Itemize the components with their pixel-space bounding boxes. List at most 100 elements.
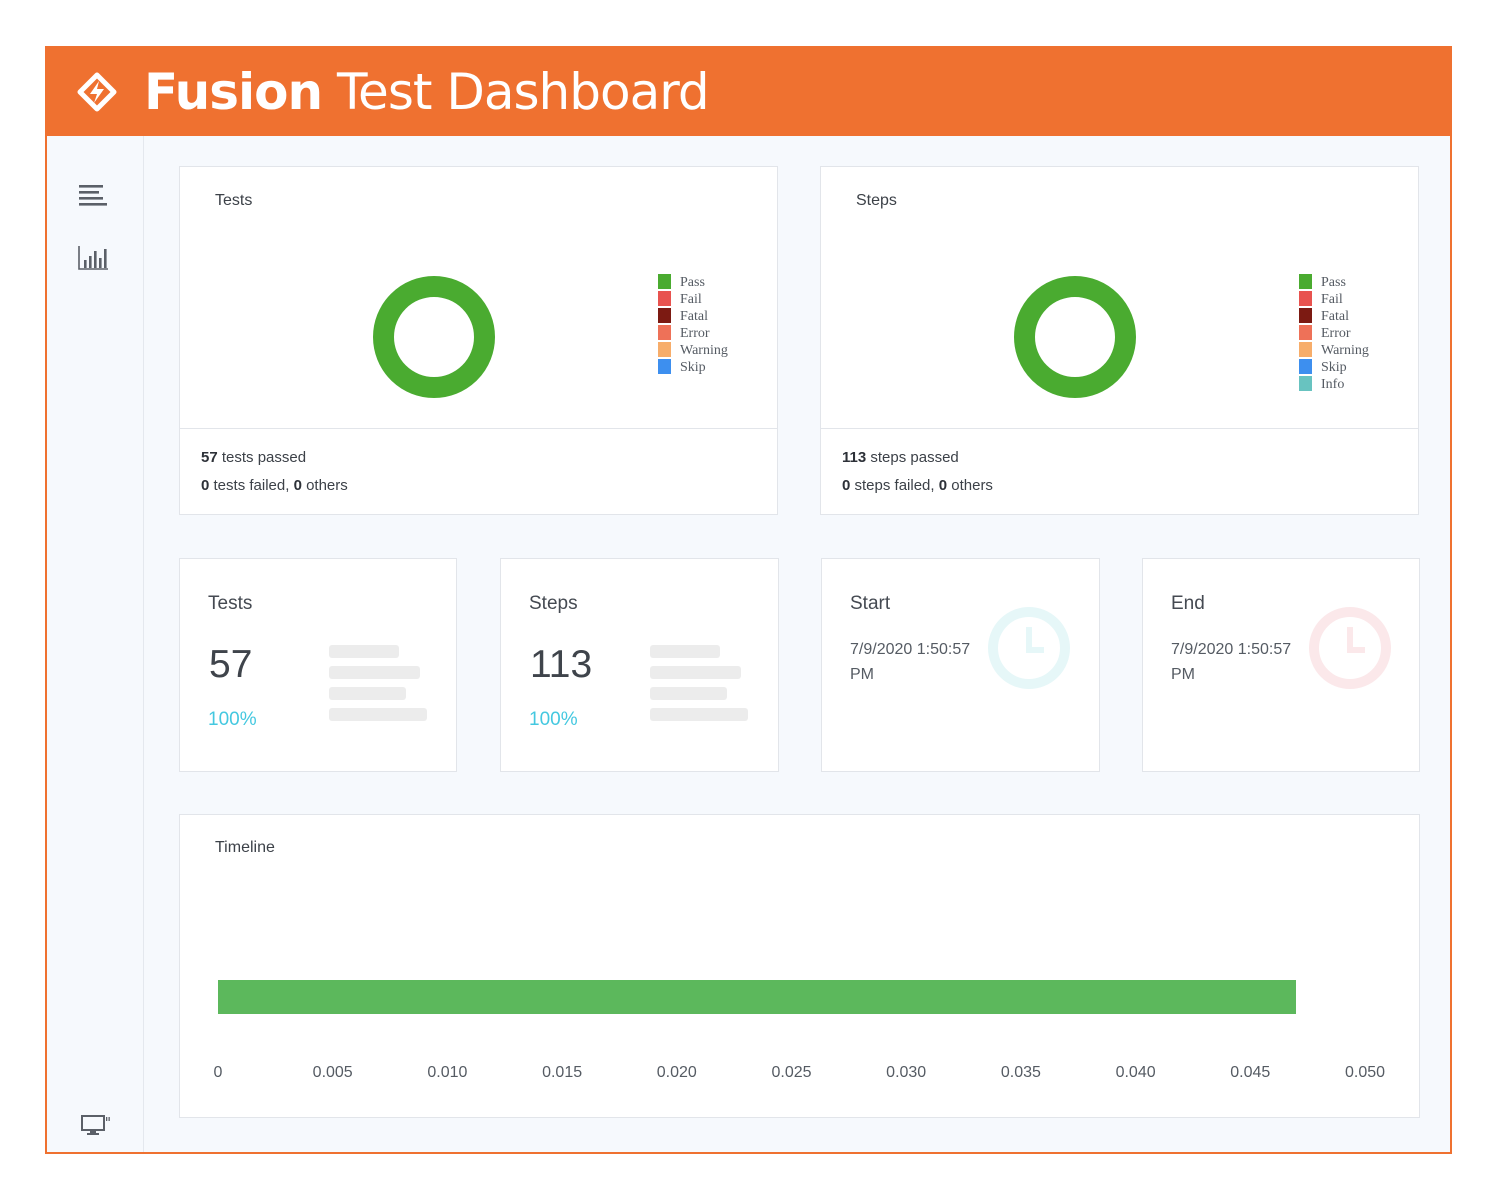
steps-failed-count: 0 [842,477,851,494]
steps-chart-title: Steps [856,192,897,209]
tests-legend-item-fail[interactable]: Fail [658,291,728,308]
steps-legend-item-warning[interactable]: Warning [1299,342,1369,359]
steps-legend: Pass Fail Fatal Error Warning Skip Info [1299,274,1369,393]
legend-label: Skip [680,360,706,375]
tests-chart-title: Tests [215,192,253,209]
end-time-title: End [1171,593,1205,614]
placeholder-bar [329,687,406,700]
steps-chart-area: Steps Pass Fail Fatal Error Warning Skip Info [821,167,1418,429]
timeline-tick-label: 0.040 [1115,1064,1156,1081]
steps-passed-text: steps passed [866,449,959,466]
timeline-tick-label: 0.030 [886,1064,927,1081]
steps-passed-summary: 113 steps passed [842,449,959,466]
legend-label: Pass [680,275,705,290]
tests-legend: Pass Fail Fatal Error Warning Skip [658,274,728,376]
timeline-tick-label: 0.045 [1230,1064,1271,1081]
legend-swatch [658,308,671,323]
tests-passed-count: 57 [201,449,218,466]
tests-stat-placeholder-bars [329,645,429,729]
steps-legend-item-info[interactable]: Info [1299,376,1369,393]
legend-label: Error [680,326,710,341]
placeholder-bar [329,708,427,721]
timeline-tick-label: 0 [213,1064,223,1081]
legend-label: Info [1321,377,1345,392]
tests-failed-count: 0 [201,477,210,494]
list-icon[interactable] [77,182,109,210]
steps-failed-text: steps failed, [850,477,939,494]
tests-failed-text: tests failed, [209,477,294,494]
legend-label: Pass [1321,275,1346,290]
steps-legend-item-fail[interactable]: Fail [1299,291,1369,308]
legend-swatch [1299,291,1312,306]
tests-legend-item-skip[interactable]: Skip [658,359,728,376]
fusion-logo-icon [77,72,117,112]
tests-passed-text: tests passed [217,449,307,466]
tests-donut-pass-slice [373,276,495,398]
tests-failed-summary: 0 tests failed, 0 others [201,477,348,494]
legend-label: Error [1321,326,1351,341]
placeholder-bar [650,708,748,721]
app-title: Fusion Test Dashboard [144,60,710,124]
timeline-tick-label: 0.015 [542,1064,583,1081]
end-time-card: End 7/9/2020 1:50:57 PM [1142,558,1420,772]
steps-stat-value: 113 [530,643,593,686]
legend-label: Fail [680,292,702,307]
steps-legend-item-pass[interactable]: Pass [1299,274,1369,291]
steps-legend-item-skip[interactable]: Skip [1299,359,1369,376]
legend-swatch [1299,308,1312,323]
steps-stat-card: Steps 113 100% [500,558,779,772]
legend-swatch [658,291,671,306]
steps-legend-item-fatal[interactable]: Fatal [1299,308,1369,325]
tests-stat-percent: 100% [208,709,257,730]
timeline-bar[interactable] [218,980,1297,1014]
legend-swatch [1299,274,1312,289]
monitor-icon[interactable] [81,1114,111,1136]
placeholder-bar [650,645,720,658]
end-clock-icon [1309,607,1391,689]
timeline-tick-label: 0.005 [312,1064,353,1081]
start-time-card: Start 7/9/2020 1:50:57 PM [821,558,1100,772]
legend-swatch [1299,359,1312,374]
timeline-title: Timeline [215,839,275,856]
tests-others-count: 0 [293,477,302,494]
legend-swatch [1299,376,1312,391]
steps-passed-count: 113 [842,449,867,466]
legend-label: Fatal [1321,309,1349,324]
bar-chart-icon[interactable] [77,244,109,272]
steps-stat-placeholder-bars [650,645,750,729]
legend-label: Fail [1321,292,1343,307]
tests-legend-item-warning[interactable]: Warning [658,342,728,359]
sidebar [47,136,144,1152]
dashboard-frame: Fusion Test Dashboard Test [45,46,1452,1154]
steps-stat-percent: 100% [529,709,578,730]
start-time-title: Start [850,593,891,614]
legend-label: Skip [1321,360,1347,375]
steps-others-text: others [947,477,993,494]
placeholder-bar [650,687,727,700]
timeline-tick-label: 0.025 [771,1064,812,1081]
steps-chart-card: Steps Pass Fail Fatal Error Warning Skip Info … [820,166,1419,515]
steps-failed-summary: 0 steps failed, 0 others [842,477,993,494]
end-time-value: 7/9/2020 1:50:57 PM [1171,641,1292,683]
legend-swatch [1299,325,1312,340]
tests-legend-item-error[interactable]: Error [658,325,728,342]
steps-legend-item-error[interactable]: Error [1299,325,1369,342]
tests-legend-item-pass[interactable]: Pass [658,274,728,291]
tests-stat-title: Tests [208,593,253,614]
legend-label: Fatal [680,309,708,324]
placeholder-bar [329,666,420,679]
tests-donut-chart [373,276,495,398]
legend-label: Warning [680,343,728,358]
tests-legend-item-fatal[interactable]: Fatal [658,308,728,325]
legend-swatch [1299,342,1312,357]
start-time-value: 7/9/2020 1:50:57 PM [850,641,971,683]
tests-passed-summary: 57 tests passed [201,449,306,466]
legend-swatch [658,325,671,340]
placeholder-bar [329,645,399,658]
tests-chart-card: Tests Pass Fail Fatal Error Warning Skip 57 t… [179,166,778,515]
timeline-tick-label: 0.010 [427,1064,468,1081]
tests-others-text: others [301,477,348,494]
legend-swatch [658,342,671,357]
steps-others-count: 0 [938,477,948,494]
app-title-text: Test Dashboard [337,63,710,121]
